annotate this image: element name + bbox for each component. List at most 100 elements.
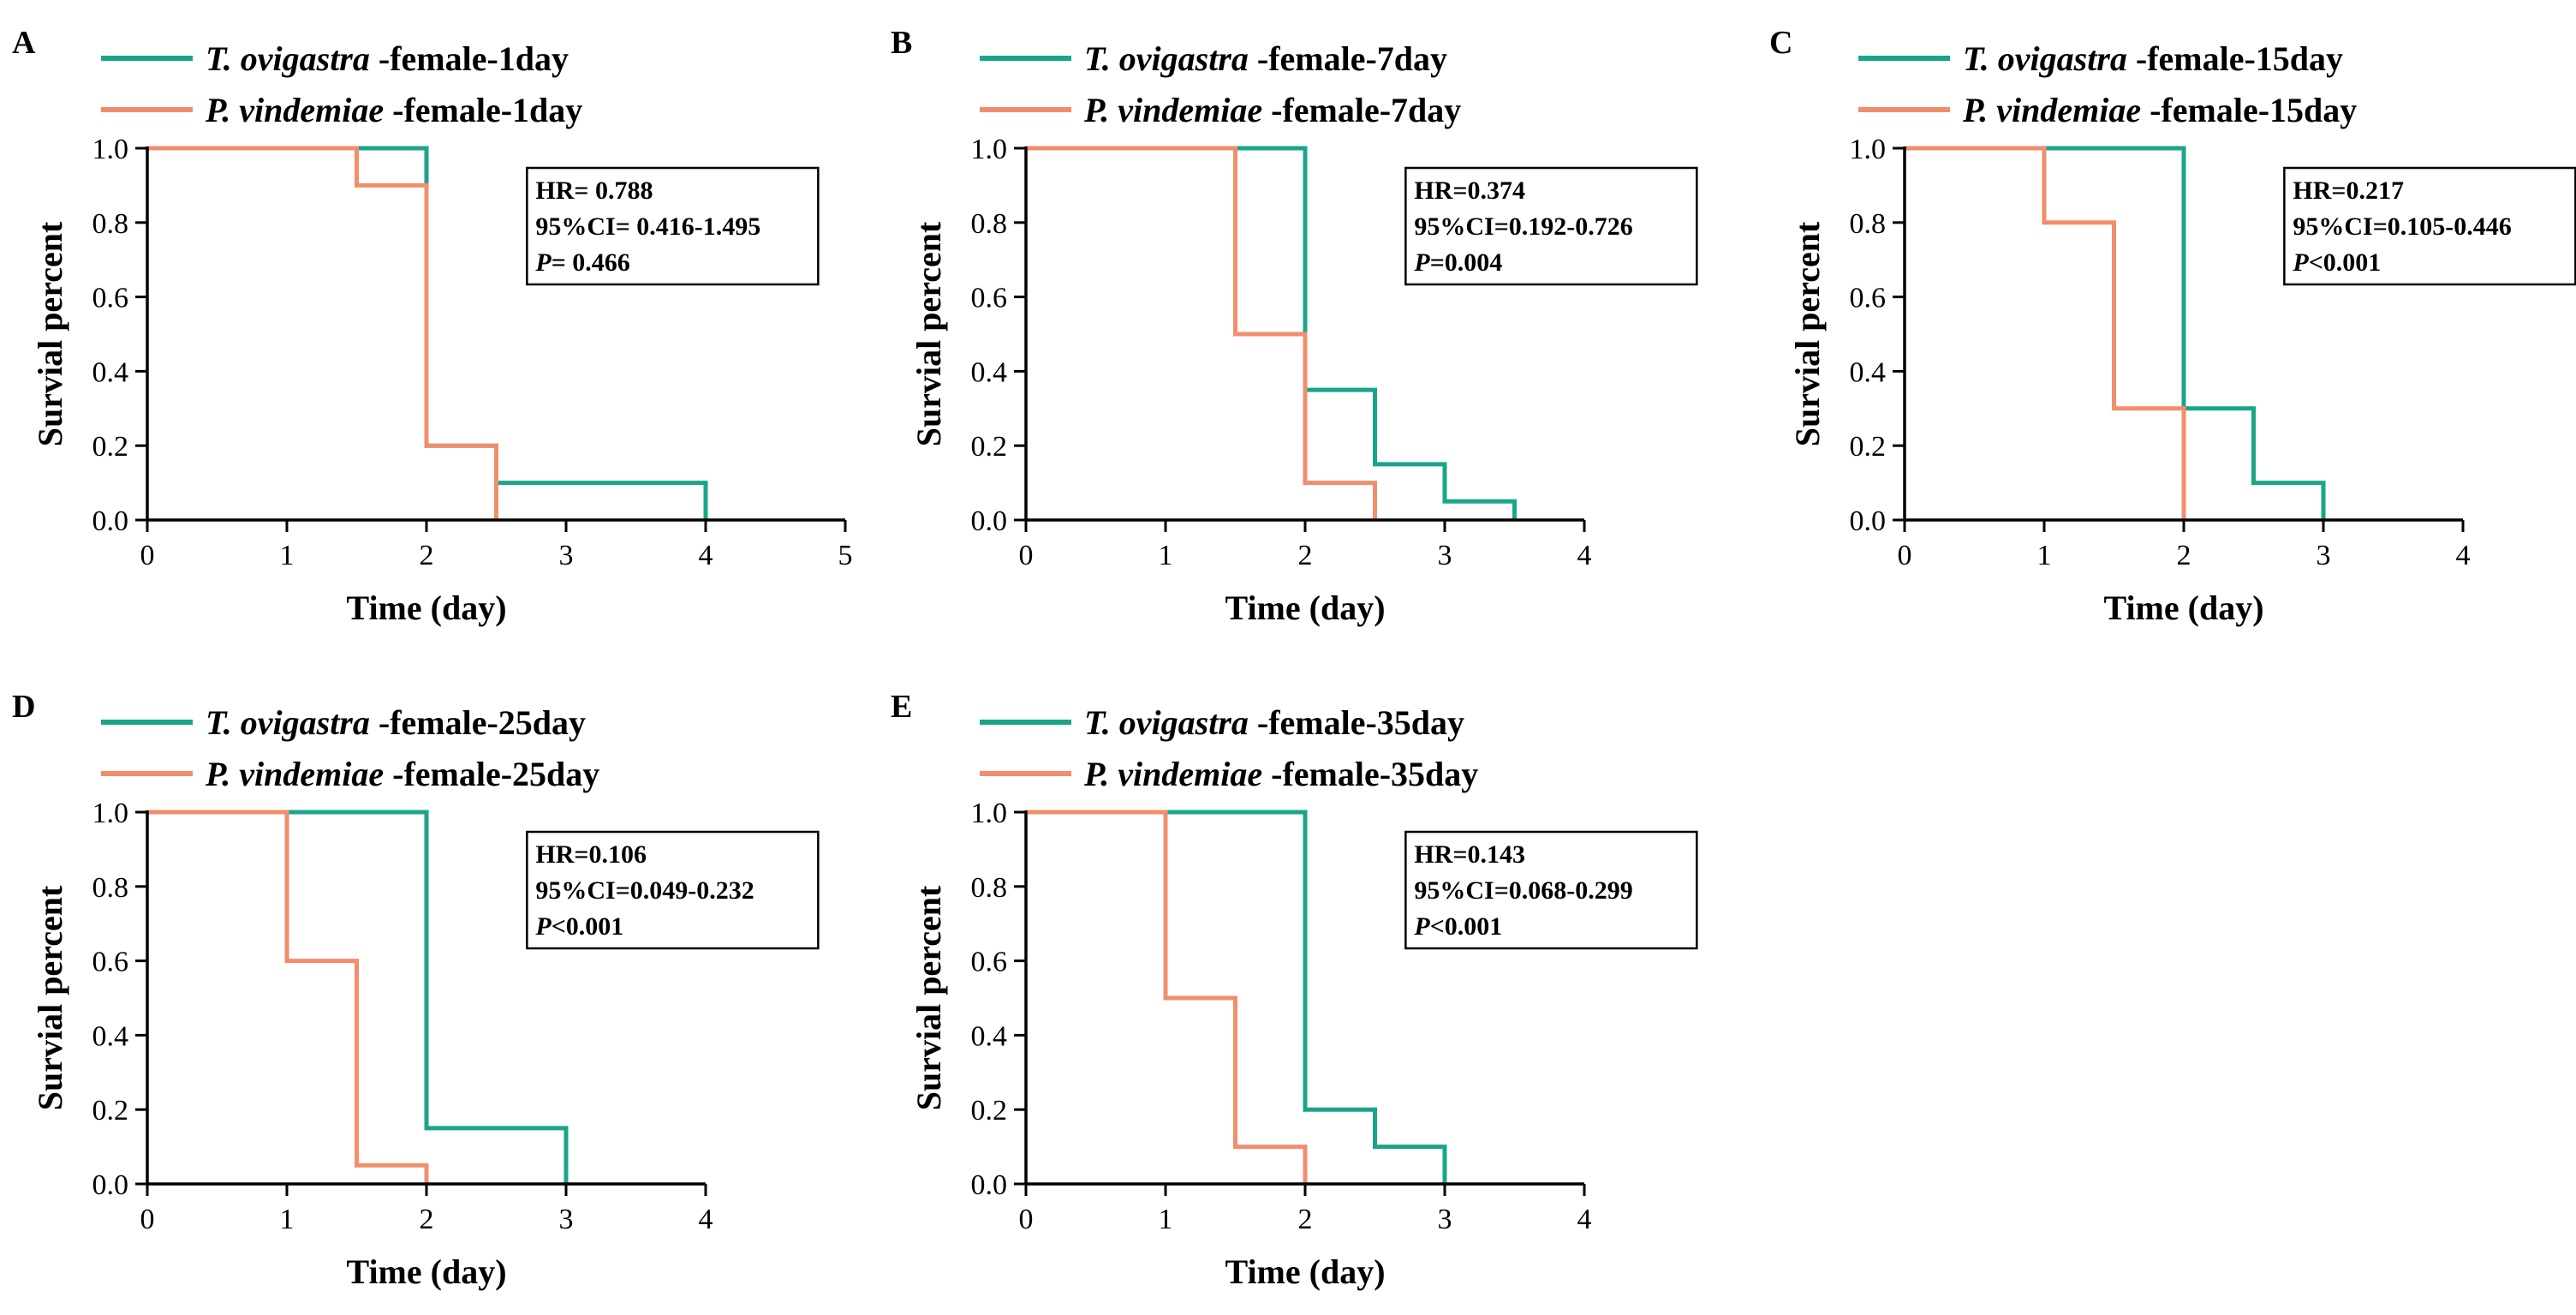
legend-species: P. vindemiae (1083, 755, 1262, 793)
y-tick-label: 0.4 (1850, 356, 1887, 388)
y-tick-label: 0.0 (92, 505, 129, 537)
hazard-ratio: HR=0.217 (2293, 176, 2404, 205)
series-line-teal (1905, 146, 2326, 520)
y-tick-label: 0.6 (92, 947, 129, 978)
x-tick-label: 2 (420, 1204, 434, 1235)
x-tick-label: 1 (280, 540, 295, 571)
p-number: =0.004 (1430, 248, 1503, 277)
confidence-interval: 95%CI=0.105-0.446 (2293, 212, 2511, 241)
stats-box (1404, 830, 1698, 950)
p-value: P=0.004 (1413, 248, 1502, 277)
legend-label-1: T. ovigastra -female-1day (206, 39, 569, 78)
y-tick-label: 0.4 (92, 356, 129, 388)
legend-group: -female-7day (1262, 91, 1461, 129)
legend-label-2: P. vindemiae -female-35day (1083, 755, 1478, 793)
confidence-interval: 95%CI=0.068-0.299 (1414, 876, 1632, 905)
legend-group: -female-25day (370, 703, 586, 742)
legend-species: P. vindemiae (205, 91, 384, 129)
legend-label-1: T. ovigastra -female-15day (1963, 39, 2343, 78)
x-axis-title: Time (day) (346, 589, 506, 627)
y-axis-title: Survial percent (31, 221, 69, 446)
x-tick-label: 0 (1019, 1204, 1034, 1235)
y-tick-label: 1.0 (1850, 134, 1887, 165)
p-symbol: P (534, 912, 552, 941)
y-tick-label: 0.8 (971, 208, 1008, 240)
x-tick-label: 1 (1159, 1204, 1173, 1235)
y-axis-title: Survial percent (909, 221, 948, 446)
panel-letter: A (12, 25, 36, 61)
x-tick-label: 5 (838, 540, 853, 571)
legend-group: -female-15day (2141, 91, 2357, 129)
legend-label-1: T. ovigastra -female-25day (206, 703, 586, 742)
x-tick-label: 2 (1298, 1204, 1313, 1235)
y-axis-title: Survial percent (31, 885, 69, 1110)
panel-letter: E (891, 689, 912, 725)
hazard-ratio: HR= 0.788 (535, 176, 653, 205)
x-tick-label: 3 (1438, 540, 1452, 571)
x-tick-label: 3 (2317, 540, 2331, 571)
y-tick-label: 0.6 (1850, 283, 1887, 314)
legend-species: T. ovigastra (1963, 39, 2127, 78)
legend-species: T. ovigastra (1084, 703, 1249, 742)
p-symbol: P (2292, 248, 2309, 277)
series-line-teal (1026, 810, 1447, 1184)
p-value: P<0.001 (1413, 912, 1502, 941)
y-tick-label: 0.2 (971, 431, 1008, 463)
y-tick-label: 0.8 (971, 872, 1008, 904)
p-value: P= 0.466 (534, 248, 629, 277)
panel-d: D T. ovigastra -female-25day P. vindemiae … (0, 664, 874, 1315)
legend-label-2: P. vindemiae -female-15day (1962, 91, 2357, 129)
panel-e: E T. ovigastra -female-35day P. vindemiae … (879, 664, 1752, 1315)
x-tick-label: 0 (140, 1204, 155, 1235)
y-tick-label: 0.0 (92, 1169, 129, 1201)
p-symbol: P (1413, 912, 1430, 941)
legend-group: -female-25day (384, 755, 599, 793)
panel-letter: B (891, 25, 912, 61)
series-line-orange (1026, 146, 1377, 520)
y-tick-label: 0.4 (971, 1020, 1008, 1052)
series-line-orange (147, 146, 498, 520)
x-tick-label: 0 (140, 540, 155, 571)
legend-label-1: T. ovigastra -female-35day (1084, 703, 1464, 742)
legend-group: -female-1day (370, 39, 569, 78)
x-axis-title: Time (day) (1225, 589, 1385, 627)
legend-label-2: P. vindemiae -female-1day (205, 91, 582, 129)
legend-group: -female-35day (1249, 703, 1464, 742)
legend-group: -female-1day (384, 91, 582, 129)
y-tick-label: 1.0 (92, 134, 129, 165)
y-tick-label: 0.4 (92, 1020, 129, 1052)
panel-letter: C (1769, 25, 1792, 61)
p-number: <0.001 (1430, 912, 1503, 941)
x-tick-label: 3 (559, 540, 574, 571)
x-tick-label: 4 (699, 540, 713, 571)
y-tick-label: 1.0 (971, 798, 1008, 829)
legend-species: P. vindemiae (1962, 91, 2141, 129)
y-tick-label: 0.8 (1850, 208, 1887, 240)
legend-species: T. ovigastra (206, 703, 370, 742)
p-symbol: P (1413, 248, 1430, 277)
y-tick-label: 1.0 (92, 798, 129, 829)
series-line-teal (147, 810, 569, 1184)
x-tick-label: 2 (1298, 540, 1313, 571)
y-tick-label: 0.4 (971, 356, 1008, 388)
x-tick-label: 3 (1438, 1204, 1452, 1235)
hazard-ratio: HR=0.143 (1414, 840, 1525, 869)
y-tick-label: 0.6 (92, 283, 129, 314)
x-tick-label: 3 (559, 1204, 574, 1235)
y-tick-label: 0.8 (92, 208, 129, 240)
y-tick-label: 0.6 (971, 283, 1008, 314)
series-line-orange (1905, 146, 2186, 520)
confidence-interval: 95%CI=0.049-0.232 (535, 876, 754, 905)
legend-species: T. ovigastra (1084, 39, 1249, 78)
y-tick-label: 0.2 (92, 1095, 129, 1127)
y-axis-title: Survial percent (1788, 221, 1827, 446)
panel-b: B T. ovigastra -female-7day P. vindemiae -… (879, 0, 1752, 651)
stats-box (2283, 166, 2576, 286)
legend-species: T. ovigastra (206, 39, 370, 78)
stats-box (526, 830, 820, 950)
y-tick-label: 0.0 (971, 505, 1008, 537)
p-value: P<0.001 (534, 912, 623, 941)
x-axis-title: Time (day) (2103, 589, 2263, 627)
